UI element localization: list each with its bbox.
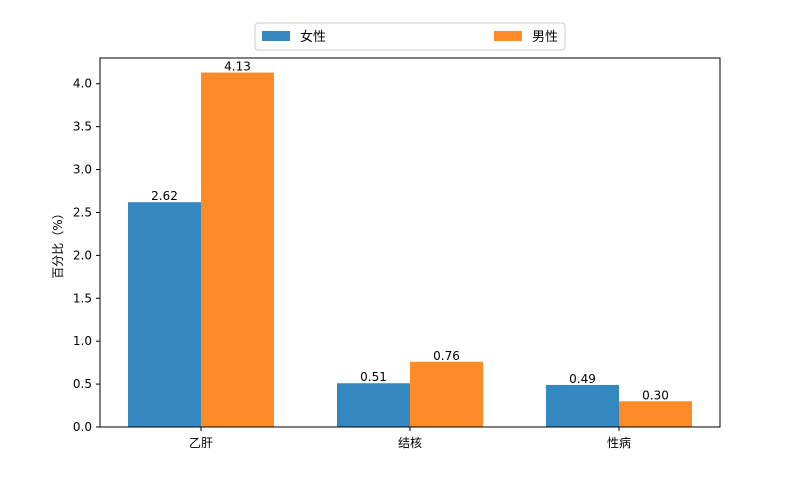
bar-female-2 <box>546 384 619 427</box>
bars-group <box>128 72 692 427</box>
data-label-female-1: 0.51 <box>360 370 387 384</box>
bar-male-1 <box>410 361 483 427</box>
y-tick-label: 4.0 <box>73 77 92 91</box>
y-tick-label: 2.5 <box>73 205 92 219</box>
y-tick-label: 2.0 <box>73 248 92 262</box>
bar-female-1 <box>337 383 410 427</box>
y-tick-label: 1.5 <box>73 291 92 305</box>
legend-swatch-female <box>262 31 290 41</box>
y-tick-label: 3.5 <box>73 120 92 134</box>
data-label-male-2: 0.30 <box>642 388 669 402</box>
data-label-female-0: 2.62 <box>151 189 178 203</box>
bar-male-2 <box>619 401 692 427</box>
x-tick-label: 乙肝 <box>189 436 213 450</box>
legend: 女性 男性 <box>254 22 566 51</box>
bar-female-0 <box>128 202 201 427</box>
y-tick-label: 0.0 <box>73 420 92 434</box>
y-tick-label: 1.0 <box>73 334 92 348</box>
legend-label-female: 女性 <box>300 29 326 45</box>
data-label-female-2: 0.49 <box>569 372 596 386</box>
data-labels-group: 2.62 0.51 0.49 4.13 0.76 0.30 <box>151 60 669 403</box>
data-label-male-0: 4.13 <box>224 60 251 74</box>
bar-male-0 <box>201 72 274 427</box>
axes-group: 0.0 0.5 1.0 1.5 2.0 2.5 3.0 3.5 4.0 乙肝 结核 性病 <box>73 57 721 450</box>
legend-label-male: 男性 <box>532 30 558 45</box>
y-tick-label: 3.0 <box>73 163 92 177</box>
legend-swatch-male <box>494 31 522 41</box>
x-tick-label: 结核 <box>398 436 422 450</box>
x-tick-label: 性病 <box>607 435 631 450</box>
y-tick-label: 0.5 <box>73 377 92 391</box>
y-axis-label: 百分比（%） <box>51 207 65 278</box>
legend-box <box>254 22 566 51</box>
data-label-male-1: 0.76 <box>433 349 460 363</box>
